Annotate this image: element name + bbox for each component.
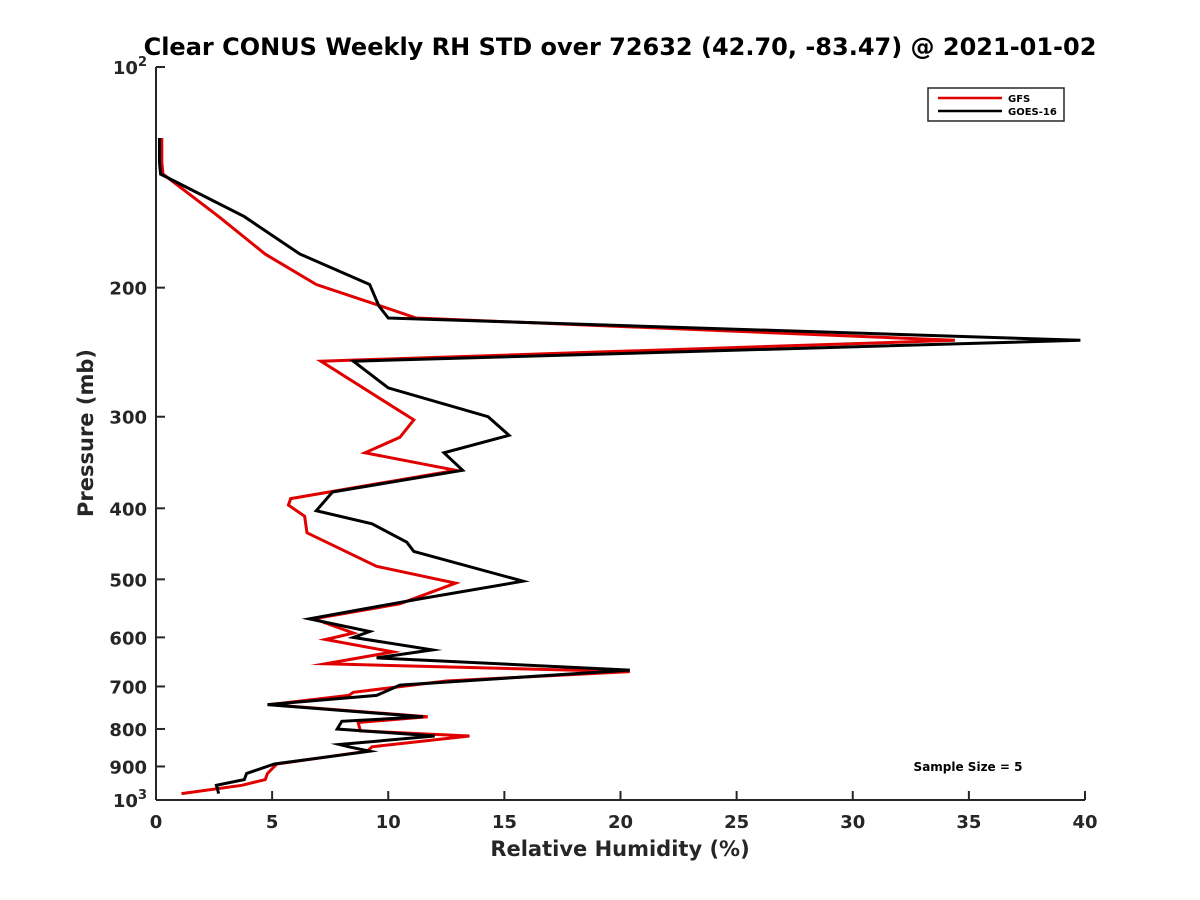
- y-tick-label: 500: [109, 570, 147, 591]
- y-axis-label: Pressure (mb): [74, 349, 98, 517]
- legend: GFS GOES-16: [927, 87, 1065, 122]
- y-tick-label: 102: [113, 55, 147, 79]
- legend-label: GOES-16: [1008, 107, 1057, 118]
- x-tick-label: 35: [956, 812, 981, 833]
- x-tick-label: 20: [608, 812, 633, 833]
- x-tick-label: 25: [724, 812, 749, 833]
- x-tick-label: 15: [492, 812, 517, 833]
- y-tick-label: 600: [109, 628, 147, 649]
- x-tick-label: 40: [1072, 812, 1097, 833]
- y-tick-label: 400: [109, 499, 147, 520]
- legend-label: GFS: [1008, 94, 1030, 105]
- legend-box: [927, 87, 1065, 122]
- x-tick-label: 30: [840, 812, 865, 833]
- series-layer: [158, 138, 1081, 796]
- x-tick-label: 0: [150, 812, 163, 833]
- series-line-goes-16: [158, 138, 1081, 795]
- y-tick-label: 103: [113, 788, 147, 812]
- x-axis-label: Relative Humidity (%): [490, 837, 749, 861]
- y-tick-label: 300: [109, 408, 147, 429]
- chart-title: Clear CONUS Weekly RH STD over 72632 (42…: [144, 33, 1097, 61]
- y-tick-label: 800: [109, 720, 147, 741]
- x-tick-label: 10: [376, 812, 401, 833]
- ticks-layer: 0 5 10 15 20 25 30 35 40 102 200 300 400 500 600 700 800…: [109, 55, 1097, 833]
- y-tick-label: 200: [109, 279, 147, 300]
- y-tick-label: 900: [109, 757, 147, 778]
- x-tick-label: 5: [266, 812, 279, 833]
- y-tick-label: 700: [109, 677, 147, 698]
- sample-size-annotation: Sample Size = 5: [914, 760, 1023, 774]
